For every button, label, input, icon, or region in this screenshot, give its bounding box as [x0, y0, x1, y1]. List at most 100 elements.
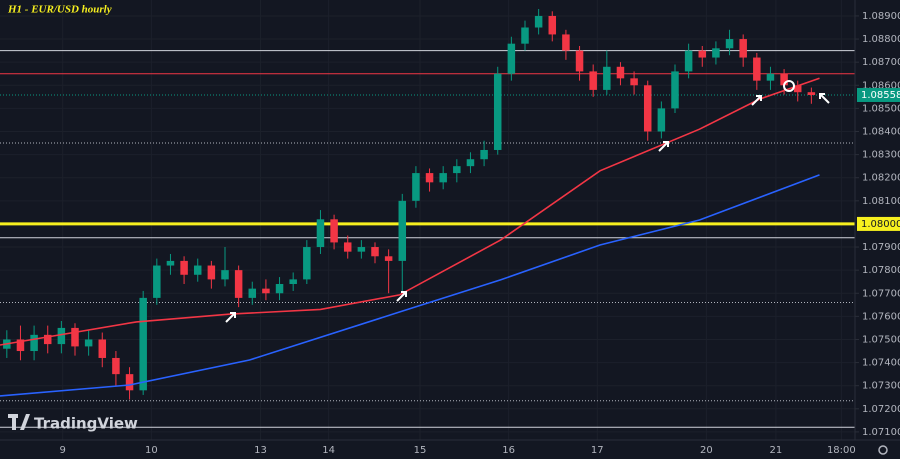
candle-body	[562, 34, 570, 51]
candle-body	[371, 247, 379, 257]
candle-body	[603, 66, 611, 90]
watermark-logo: TradingView	[8, 414, 138, 433]
candle-body	[480, 149, 488, 160]
candle-body	[139, 297, 147, 391]
candle-body	[412, 173, 420, 201]
candle-body	[753, 57, 761, 81]
candle-body	[425, 173, 434, 183]
candle-body	[43, 334, 52, 345]
logo	[8, 414, 30, 430]
x-tick-label: 17	[591, 445, 604, 456]
price-label: 1.08558	[861, 90, 900, 101]
y-tick-label: 1.07300	[862, 381, 900, 392]
candle-body	[289, 279, 297, 285]
candle-body	[384, 256, 393, 261]
candle-body	[16, 339, 25, 352]
x-tick-label: 13	[254, 445, 267, 456]
level-label-box	[857, 216, 900, 231]
x-tick-label: 9	[60, 445, 66, 456]
candle-body	[112, 357, 120, 375]
candle-body	[548, 15, 557, 35]
candle-body	[766, 73, 775, 81]
candle-body	[657, 108, 666, 132]
candle-body	[330, 219, 338, 243]
candle-body	[303, 247, 311, 280]
candle-body	[153, 265, 161, 298]
y-tick-label: 1.08100	[862, 196, 900, 207]
y-tick-label: 1.07700	[862, 288, 900, 299]
arrow	[396, 291, 407, 302]
candle-body	[316, 219, 325, 248]
y-tick-label: 1.08900	[862, 11, 900, 22]
y-tick-label: 1.08400	[862, 126, 900, 137]
candle-body	[466, 159, 475, 167]
candle-body	[125, 374, 134, 391]
y-tick-label: 1.07800	[862, 265, 900, 276]
candle-body	[343, 242, 352, 252]
candle-body	[807, 92, 816, 95]
candle-body	[739, 39, 747, 58]
candle-body	[275, 284, 284, 294]
candle-body	[507, 43, 516, 74]
moving-average	[0, 174, 820, 397]
candle-body	[98, 339, 107, 358]
candle-body	[439, 173, 447, 183]
y-tick-label: 1.08600	[862, 80, 900, 91]
candle-body	[180, 260, 188, 275]
y-tick-label: 1.08800	[862, 34, 900, 45]
candle-body	[193, 265, 202, 275]
candle-body	[453, 166, 461, 174]
y-tick-label: 1.08300	[862, 150, 900, 161]
y-tick-label: 1.08200	[862, 173, 900, 184]
x-tick-label: 21	[770, 445, 783, 456]
candle-body	[589, 71, 597, 90]
chart-title: H1 - EUR/USD hourly	[7, 4, 112, 16]
x-tick-label: 10	[145, 445, 158, 456]
x-tick-label: 15	[414, 445, 427, 456]
price-label-box	[857, 87, 900, 102]
candle-body	[207, 265, 216, 280]
candle-body	[698, 50, 707, 58]
moving-average	[0, 77, 820, 346]
axes: 1.08900 1.08800 1.08700 1.08600 1.08500 1.084…	[60, 11, 900, 456]
candle-body	[643, 85, 652, 132]
x-tick-label: 14	[322, 445, 335, 456]
y-tick-label: 1.07100	[862, 427, 900, 438]
candle-body	[725, 39, 734, 49]
candle-body	[262, 288, 270, 294]
candle-body	[166, 260, 175, 266]
arrow	[658, 141, 669, 152]
arrow	[225, 312, 236, 323]
grid	[0, 0, 855, 440]
candle-body	[630, 78, 638, 86]
candle-body	[30, 334, 38, 352]
candle-body	[234, 270, 243, 298]
plot	[0, 9, 820, 400]
candle-body	[793, 85, 802, 93]
settings-icon[interactable]	[878, 445, 888, 455]
candle-body	[493, 73, 502, 150]
y-tick-label: 1.08700	[862, 57, 900, 68]
candle-body	[671, 71, 679, 109]
y-tick-label: 1.07600	[862, 311, 900, 322]
candle-body	[521, 27, 529, 44]
candle-body	[616, 66, 625, 79]
level-label: 1.08000	[861, 219, 900, 230]
annotations	[225, 80, 830, 323]
candle-body	[84, 339, 93, 347]
candle-body	[780, 73, 788, 86]
x-tick-label: 18:00	[827, 445, 856, 456]
y-tick-label: 1.07900	[862, 242, 900, 253]
candle-body	[712, 48, 720, 58]
candle-body	[575, 50, 584, 72]
candle-body	[534, 15, 543, 28]
candle-body	[248, 288, 257, 298]
candle-body	[57, 327, 66, 345]
x-tick-label: 20	[700, 445, 713, 456]
candle-body	[71, 327, 79, 347]
y-tick-label: 1.08500	[862, 103, 900, 114]
arrow	[819, 93, 830, 104]
candle-body	[357, 247, 366, 252]
